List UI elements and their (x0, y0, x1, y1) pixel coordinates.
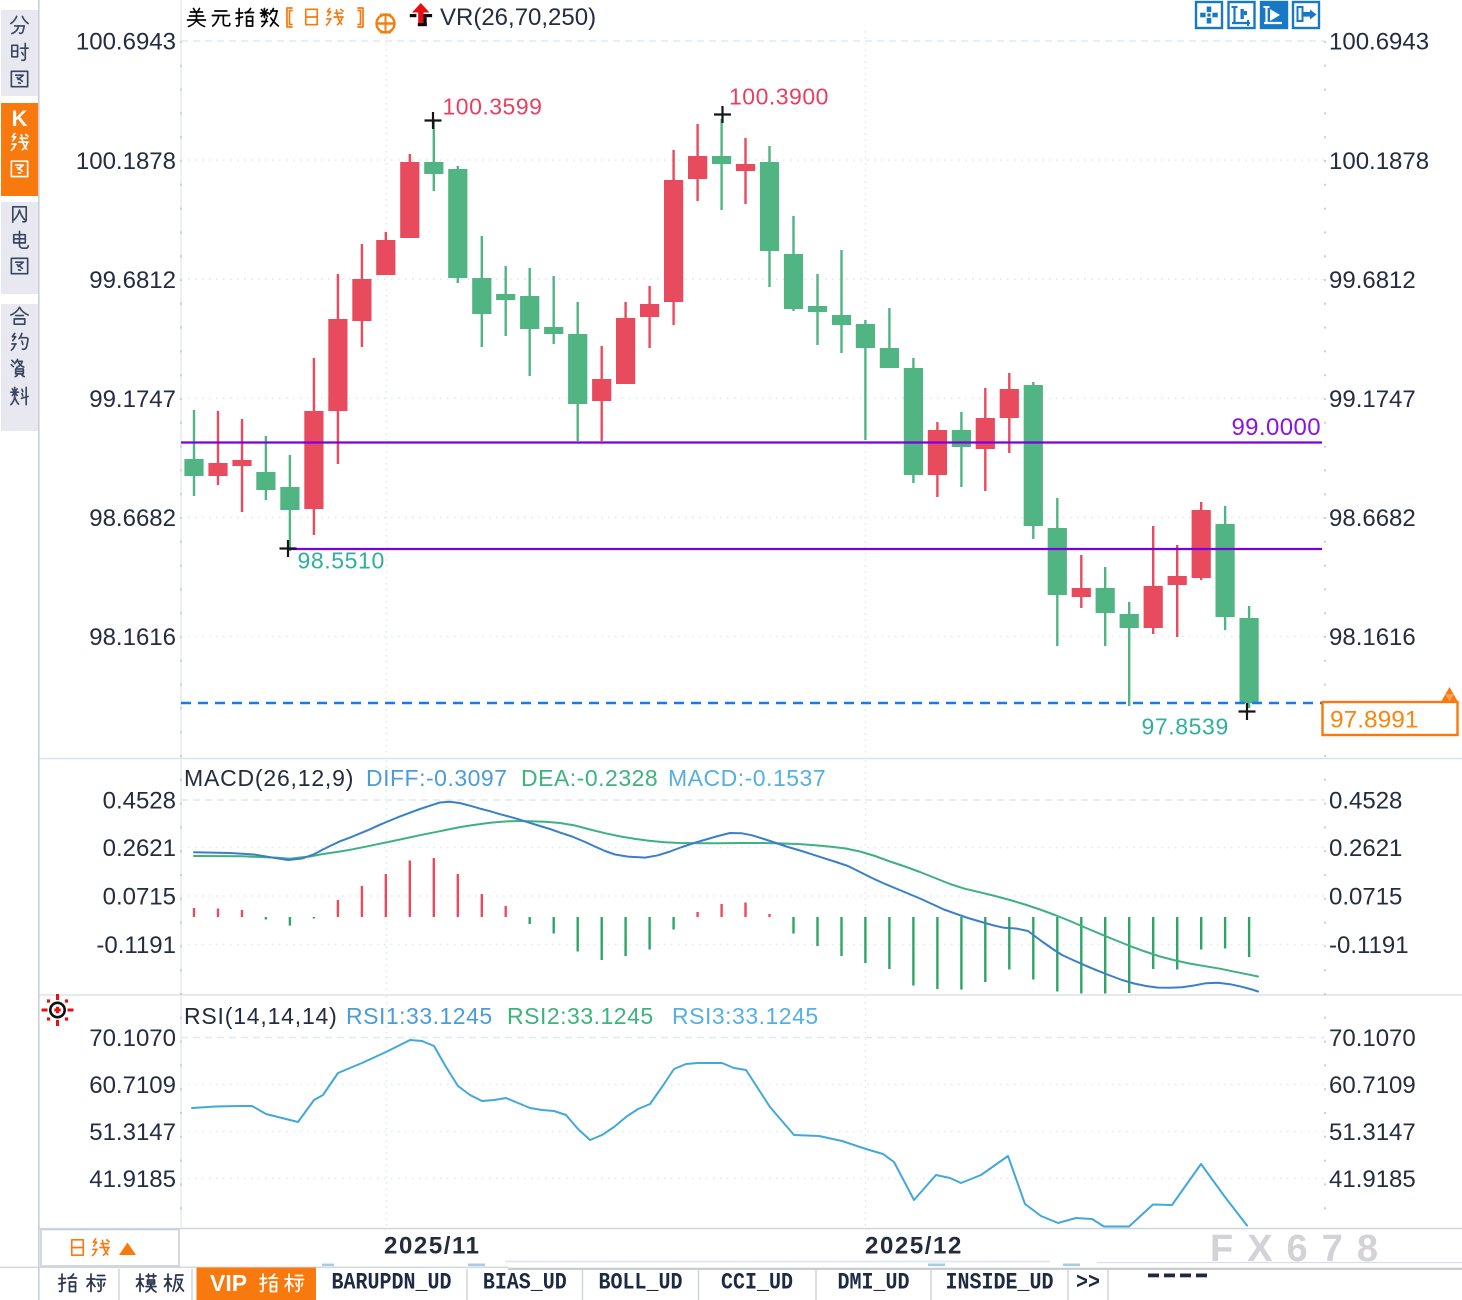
svg-text:98.5510: 98.5510 (298, 548, 385, 574)
svg-text:99.6812: 99.6812 (1329, 267, 1416, 294)
svg-text:-0.1191: -0.1191 (96, 932, 176, 959)
svg-text:0.2621: 0.2621 (103, 835, 176, 862)
svg-text:70.1070: 70.1070 (1329, 1025, 1416, 1052)
svg-text:2025/11: 2025/11 (384, 1233, 481, 1260)
svg-text:K: K (12, 106, 28, 131)
svg-text:98.6682: 98.6682 (89, 505, 176, 532)
svg-text:41.9185: 41.9185 (89, 1166, 176, 1193)
svg-text:RSI3:33.1245: RSI3:33.1245 (672, 1003, 819, 1029)
svg-text:41.9185: 41.9185 (1329, 1166, 1416, 1193)
svg-text:100.1878: 100.1878 (76, 148, 176, 175)
svg-text:DMI_UD: DMI_UD (838, 1269, 910, 1296)
svg-text:0.4528: 0.4528 (1329, 788, 1402, 815)
svg-text:99.6812: 99.6812 (89, 267, 176, 294)
svg-text:FX678: FX678 (1210, 1228, 1392, 1270)
svg-text:100.1878: 100.1878 (1329, 148, 1429, 175)
svg-text:>>: >> (1076, 1269, 1100, 1296)
svg-text:BOLL_UD: BOLL_UD (599, 1269, 683, 1296)
svg-text:RSI1:33.1245: RSI1:33.1245 (346, 1003, 493, 1029)
svg-text:DEA:-0.2328: DEA:-0.2328 (521, 765, 658, 791)
svg-text:99.1747: 99.1747 (1329, 386, 1416, 413)
svg-text:-0.1191: -0.1191 (1329, 932, 1409, 959)
svg-text:MACD(26,12,9): MACD(26,12,9) (184, 765, 354, 791)
svg-text:INSIDE_UD: INSIDE_UD (946, 1269, 1054, 1296)
svg-text:0.4528: 0.4528 (103, 788, 176, 815)
svg-text:0.0715: 0.0715 (1329, 884, 1402, 911)
svg-text:2025/12: 2025/12 (865, 1233, 963, 1260)
svg-text:51.3147: 51.3147 (89, 1119, 176, 1146)
svg-text:97.8539: 97.8539 (1142, 714, 1229, 740)
svg-text:RSI(14,14,14): RSI(14,14,14) (184, 1003, 338, 1029)
svg-text:DIFF:-0.3097: DIFF:-0.3097 (366, 765, 508, 791)
svg-text:60.7109: 60.7109 (1329, 1072, 1416, 1099)
svg-text:VR(26,70,250): VR(26,70,250) (440, 4, 596, 31)
svg-text:98.1616: 98.1616 (89, 624, 176, 651)
svg-text:RSI2:33.1245: RSI2:33.1245 (507, 1003, 654, 1029)
svg-text:100.3599: 100.3599 (443, 94, 543, 120)
svg-text:99.1747: 99.1747 (89, 386, 176, 413)
svg-text:BIAS_UD: BIAS_UD (483, 1269, 567, 1296)
svg-text:VIP: VIP (210, 1270, 247, 1296)
svg-text:MACD:-0.1537: MACD:-0.1537 (668, 765, 826, 791)
svg-text:CCI_UD: CCI_UD (721, 1269, 793, 1296)
svg-text:100.6943: 100.6943 (76, 29, 176, 56)
svg-text:98.6682: 98.6682 (1329, 505, 1416, 532)
svg-text:100.6943: 100.6943 (1329, 29, 1429, 56)
svg-text:97.8991: 97.8991 (1330, 707, 1419, 734)
svg-text:60.7109: 60.7109 (89, 1072, 176, 1099)
svg-text:0.2621: 0.2621 (1329, 835, 1402, 862)
svg-text:0.0715: 0.0715 (103, 884, 176, 911)
svg-text:99.0000: 99.0000 (1231, 414, 1321, 441)
svg-text:98.1616: 98.1616 (1329, 624, 1416, 651)
svg-text:100.3900: 100.3900 (729, 84, 829, 110)
svg-text:51.3147: 51.3147 (1329, 1119, 1416, 1146)
svg-text:BARUPDN_UD: BARUPDN_UD (332, 1269, 452, 1296)
svg-text:70.1070: 70.1070 (89, 1025, 176, 1052)
